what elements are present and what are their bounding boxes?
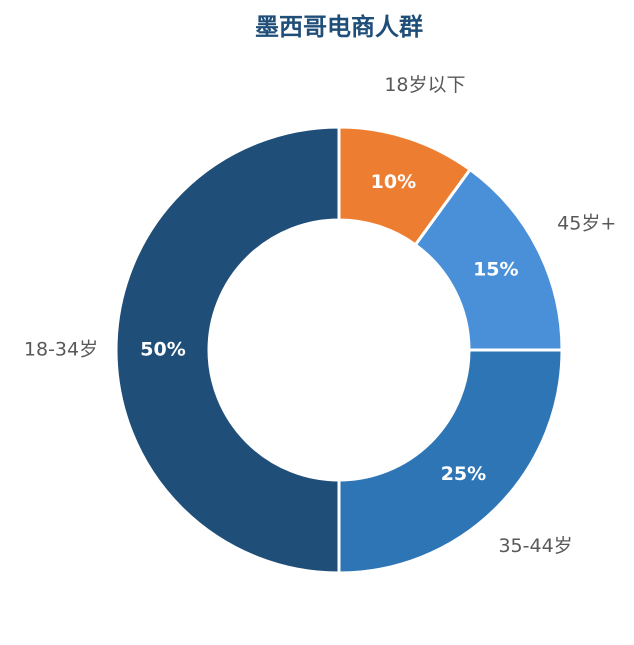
category-label: 18-34岁 (24, 339, 98, 361)
category-label: 45岁+ (557, 212, 616, 234)
chart-title: 墨西哥电商人群 (255, 13, 423, 41)
donut-slice (114, 125, 341, 575)
category-label: 35-44岁 (498, 535, 572, 557)
value-label: 50% (140, 339, 185, 361)
category-label: 18岁以下 (384, 74, 465, 96)
donut-slice (337, 348, 564, 575)
value-label: 10% (371, 171, 416, 193)
value-label: 25% (441, 463, 486, 485)
value-label: 15% (473, 259, 518, 281)
